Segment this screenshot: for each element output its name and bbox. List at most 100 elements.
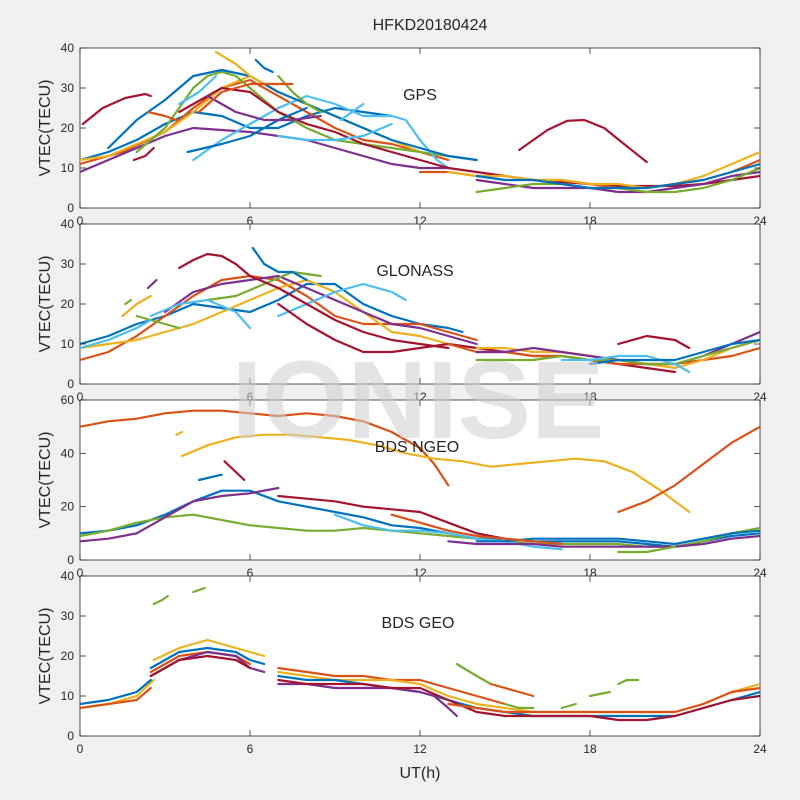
y-axis-label: VTEC(TECU) — [37, 432, 54, 529]
series-line — [107, 68, 478, 162]
x-tick-label: 0 — [77, 566, 84, 580]
series-line — [588, 338, 760, 366]
series-line — [80, 318, 152, 350]
series-line — [197, 473, 223, 482]
series-line — [251, 246, 308, 282]
panel-3: 0 6 12 18 24 0 10 20 30 40 VTEC(TECU) BDS GEO UT(h) — [37, 569, 767, 782]
x-tick-label: 0 — [77, 390, 84, 404]
series-line — [223, 460, 246, 482]
axes-box — [79, 47, 761, 209]
x-tick-label: 6 — [247, 566, 254, 580]
series-line — [80, 282, 464, 346]
series-line — [146, 278, 158, 290]
x-tick-label: 24 — [753, 742, 767, 756]
series-line — [617, 425, 760, 514]
figure-title: HFKD20180424 — [373, 17, 488, 34]
series-line — [518, 118, 648, 164]
y-tick-label: 40 — [61, 446, 75, 460]
series-line — [503, 702, 535, 710]
series-line — [455, 662, 492, 686]
x-tick-label: 0 — [77, 742, 84, 756]
panel-label: GLONASS — [376, 263, 453, 280]
series-line — [192, 94, 450, 170]
series-line — [178, 74, 218, 106]
series-line — [489, 682, 535, 698]
y-tick-label: 10 — [61, 161, 75, 175]
y-tick-label: 0 — [67, 553, 74, 567]
series-group — [80, 586, 760, 722]
series-line — [152, 594, 169, 606]
y-tick-label: 30 — [61, 81, 75, 95]
series-line — [152, 638, 266, 662]
x-tick-label: 12 — [413, 742, 427, 756]
series-line — [339, 102, 365, 122]
series-line — [149, 298, 252, 330]
y-tick-label: 40 — [61, 217, 75, 231]
y-tick-label: 60 — [61, 393, 75, 407]
series-line — [277, 122, 393, 142]
series-line — [163, 274, 478, 346]
series-line — [135, 314, 181, 330]
series-line — [588, 690, 611, 698]
series-line — [390, 513, 563, 546]
panels: 0 6 12 18 24 0 10 20 30 40 VTEC(TECU) GPS 0 6 12 18 24 0 1… — [37, 41, 767, 782]
x-tick-label: 0 — [77, 214, 84, 228]
y-axis-label: VTEC(TECU) — [37, 608, 54, 705]
y-tick-label: 20 — [61, 500, 75, 514]
y-tick-label: 10 — [61, 337, 75, 351]
series-line — [81, 92, 152, 126]
series-line — [175, 430, 184, 436]
y-tick-label: 10 — [61, 689, 75, 703]
series-line — [206, 270, 322, 302]
y-tick-label: 30 — [61, 609, 75, 623]
y-tick-label: 20 — [61, 649, 75, 663]
series-line — [192, 586, 206, 594]
series-line — [475, 162, 760, 190]
series-group — [80, 246, 760, 374]
y-tick-label: 20 — [61, 121, 75, 135]
y-tick-label: 0 — [67, 377, 74, 391]
series-line — [132, 146, 155, 162]
y-axis-label: VTEC(TECU) — [37, 80, 54, 177]
series-line — [617, 545, 677, 554]
series-line — [180, 433, 691, 514]
series-line — [149, 646, 266, 670]
watermark-text: IONISE — [232, 339, 605, 462]
series-line — [80, 106, 393, 162]
y-tick-label: 20 — [61, 297, 75, 311]
y-tick-label: 0 — [67, 201, 74, 215]
x-tick-label: 6 — [247, 390, 254, 404]
series-line — [447, 150, 760, 190]
series-line — [80, 274, 478, 362]
series-line — [254, 58, 274, 74]
series-line — [447, 686, 760, 714]
series-line — [80, 278, 450, 350]
x-tick-label: 18 — [583, 742, 597, 756]
x-axis-label: UT(h) — [400, 765, 441, 782]
series-line — [277, 678, 760, 722]
series-line — [186, 106, 308, 154]
y-axis-label: VTEC(TECU) — [37, 256, 54, 353]
series-line — [121, 294, 152, 318]
series-line — [617, 334, 691, 350]
series-line — [80, 678, 152, 706]
panel-label: GPS — [403, 87, 437, 104]
series-line — [149, 654, 252, 678]
y-tick-label: 40 — [61, 569, 75, 583]
series-line — [206, 94, 322, 122]
series-line — [80, 686, 152, 710]
series-line — [277, 282, 407, 318]
panel-label: BDS GEO — [382, 615, 455, 632]
series-line — [617, 678, 640, 686]
series-line — [197, 82, 294, 114]
series-line — [80, 486, 280, 543]
series-line — [146, 110, 178, 122]
y-tick-label: 0 — [67, 729, 74, 743]
series-line — [124, 298, 133, 306]
series-line — [447, 534, 760, 548]
series-line — [560, 354, 691, 374]
